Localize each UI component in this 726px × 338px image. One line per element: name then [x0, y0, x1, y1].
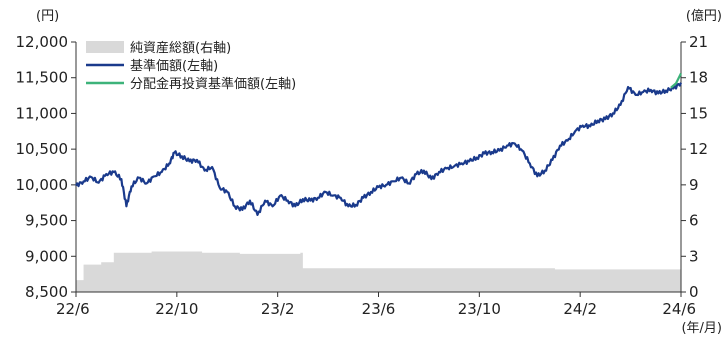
- x-tick-label: 23/6: [362, 300, 396, 318]
- legend-swatch-assets: [86, 41, 124, 53]
- left-tick-label: 10,000: [16, 176, 69, 194]
- legend-label: 純資産総額(右軸): [130, 40, 231, 56]
- left-tick-label: 12,000: [16, 33, 69, 51]
- x-axis-unit: (年/月): [681, 321, 722, 336]
- right-tick-label: 15: [689, 104, 708, 122]
- left-tick-label: 11,500: [16, 69, 69, 87]
- x-tick-label: 24/2: [563, 300, 597, 318]
- net-assets-area-layer: [76, 251, 681, 292]
- x-tick-label: 24/6: [662, 300, 696, 318]
- x-tick-label: 23/2: [261, 300, 295, 318]
- tick-labels: 12,000 11,500 11,000 10,500 10,000 9,500 9,000…: [16, 8, 723, 336]
- net-assets-area: [76, 251, 681, 292]
- left-axis-unit: (円): [36, 9, 59, 24]
- right-tick-label: 18: [689, 69, 708, 87]
- left-tick-label: 10,500: [16, 140, 69, 158]
- left-tick-label: 9,500: [25, 212, 68, 230]
- right-tick-label: 12: [689, 140, 708, 158]
- right-tick-label: 0: [689, 283, 699, 301]
- left-tick-label: 11,000: [16, 104, 69, 122]
- reinvest-nav-line: [670, 72, 682, 89]
- right-tick-label: 3: [689, 247, 699, 265]
- right-axis-unit: (億円): [686, 8, 722, 24]
- legend-label: 分配金再投資基準価額(左軸): [130, 76, 296, 92]
- left-tick-label: 9,000: [25, 247, 68, 265]
- price-lines-layer: [75, 72, 682, 216]
- right-tick-label: 6: [689, 212, 699, 230]
- right-tick-label: 21: [689, 33, 708, 51]
- x-tick-label: 23/10: [458, 300, 501, 318]
- nav-line: [75, 82, 682, 216]
- x-tick-label: 22/10: [155, 300, 198, 318]
- legend-label: 基準価額(左軸): [130, 58, 218, 74]
- left-tick-label: 8,500: [25, 283, 68, 301]
- right-tick-label: 9: [689, 176, 699, 194]
- legend: 純資産総額(右軸) 基準価額(左軸) 分配金再投資基準価額(左軸): [86, 40, 296, 92]
- x-tick-label: 22/6: [56, 300, 90, 318]
